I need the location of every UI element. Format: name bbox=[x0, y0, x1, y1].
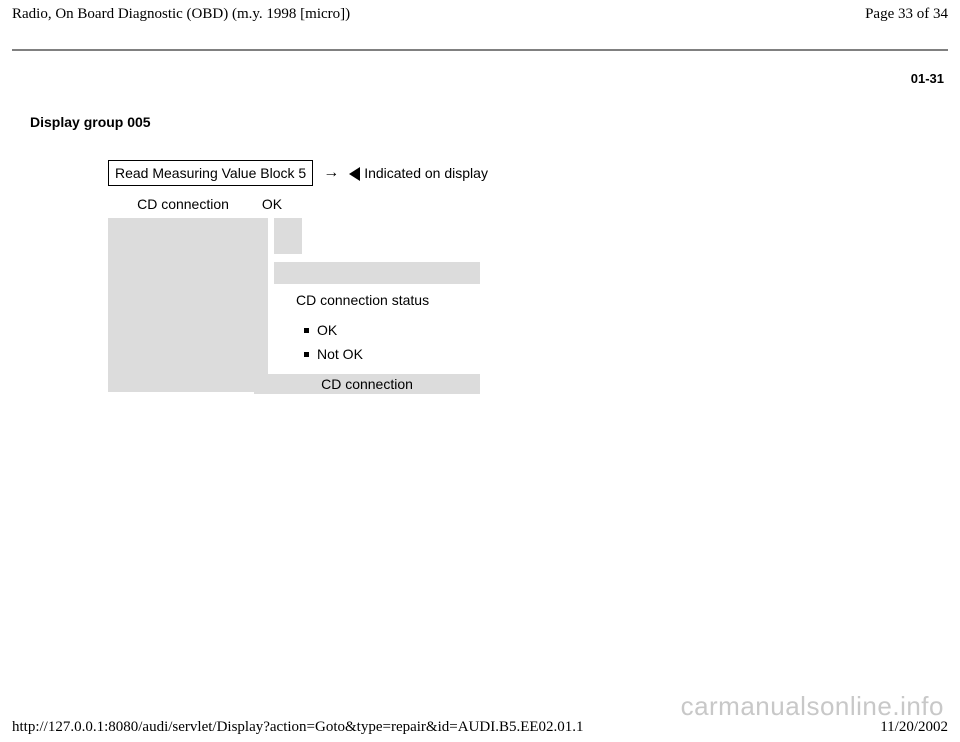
display-table: Read Measuring Value Block 5 → Indicated… bbox=[108, 160, 528, 418]
section-title: Display group 005 bbox=[30, 114, 948, 130]
diagram-area: CD connection status OK Not OK CD connec… bbox=[108, 218, 528, 418]
watermark: carmanualsonline.info bbox=[681, 691, 944, 722]
gray-block-left bbox=[108, 218, 268, 392]
gray-block-coltop bbox=[274, 218, 302, 254]
bullet-dot-icon bbox=[304, 328, 309, 333]
status-label: CD connection status bbox=[296, 292, 429, 308]
gray-block-mid bbox=[274, 262, 480, 284]
divider bbox=[12, 49, 948, 51]
status-bullets: OK Not OK bbox=[304, 322, 363, 370]
value-row: CD connection OK bbox=[108, 196, 528, 212]
bullet-dot-icon bbox=[304, 352, 309, 357]
bullet-ok: OK bbox=[304, 322, 363, 338]
arrow-right-icon: → bbox=[323, 164, 339, 182]
bullet-notok: Not OK bbox=[304, 346, 363, 362]
header-page: Page 33 of 34 bbox=[865, 6, 948, 23]
gray-block-bottom: CD connection bbox=[254, 374, 480, 394]
display-head-box: Read Measuring Value Block 5 bbox=[108, 160, 313, 186]
bullet-ok-text: OK bbox=[317, 322, 337, 338]
triangle-left-icon bbox=[349, 167, 360, 181]
page-code: 01-31 bbox=[12, 71, 944, 86]
footer-url: http://127.0.0.1:8080/audi/servlet/Displ… bbox=[12, 719, 584, 736]
indicated-label: Indicated on display bbox=[349, 165, 488, 181]
row-label: CD connection bbox=[108, 196, 258, 212]
bullet-notok-text: Not OK bbox=[317, 346, 363, 362]
footer-date: 11/20/2002 bbox=[880, 719, 948, 736]
row-value: OK bbox=[262, 196, 300, 212]
header-title: Radio, On Board Diagnostic (OBD) (m.y. 1… bbox=[12, 6, 350, 23]
indicated-text: Indicated on display bbox=[364, 165, 488, 181]
